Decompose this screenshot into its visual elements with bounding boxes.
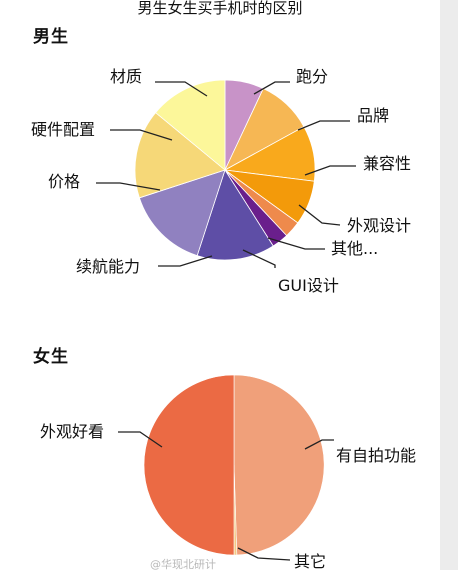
slice-label-6: 续航能力	[76, 257, 140, 276]
slice-label-2: 外观好看	[40, 422, 104, 441]
slice-男生-6	[196, 169, 274, 261]
slice-label-8: 硬件配置	[31, 120, 95, 139]
leader-line-5	[242, 249, 276, 268]
slice-男生-7	[138, 169, 226, 257]
chart-main-title: 男生女生买手机时的区别	[137, 0, 303, 17]
slice-女生-2	[143, 374, 235, 556]
slice-女生-0	[233, 374, 325, 556]
leader-line-6	[158, 255, 213, 267]
watermark: @华现北研计	[150, 558, 216, 571]
slice-label-1: 品牌	[357, 106, 389, 125]
leader-line-2	[118, 431, 163, 448]
leader-line-0	[304, 439, 334, 450]
leader-line-9	[155, 81, 208, 97]
female-section-title: 女生	[33, 347, 69, 367]
leader-line-1	[297, 120, 350, 131]
slice-label-1: 其它	[294, 552, 326, 570]
slice-label-9: 材质	[110, 67, 142, 86]
slice-label-3: 外观设计	[347, 216, 411, 235]
leader-line-2	[304, 165, 356, 176]
slice-label-0: 跑分	[296, 67, 328, 86]
leader-line-7	[96, 182, 161, 191]
slice-label-4: 其他...	[331, 239, 378, 258]
leader-line-3	[298, 204, 341, 226]
leader-line-8	[110, 129, 173, 141]
leader-line-0	[253, 81, 290, 95]
slice-label-5: GUI设计	[278, 276, 339, 295]
slice-label-7: 价格	[48, 172, 80, 191]
leader-line-4	[267, 237, 325, 250]
leader-line-1	[237, 547, 291, 561]
slice-label-2: 兼容性	[363, 154, 411, 173]
slice-label-0: 有自拍功能	[336, 446, 416, 465]
right-scroll-strip	[440, 0, 458, 570]
slice-男生-9	[155, 79, 226, 171]
slice-男生-8	[134, 112, 226, 199]
male-section-title: 男生	[33, 27, 69, 47]
